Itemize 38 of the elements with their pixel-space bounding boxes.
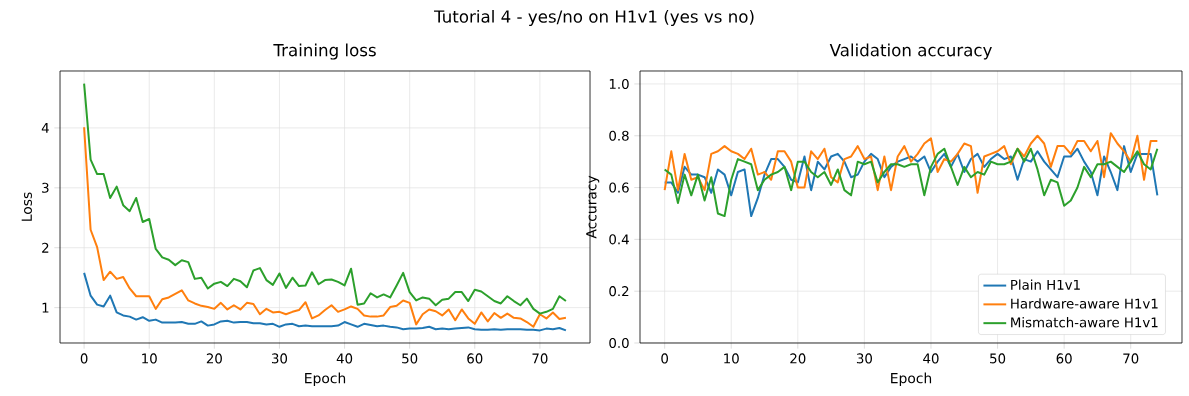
y-axis-title: Accuracy bbox=[586, 175, 600, 239]
x-tick-label: 30 bbox=[271, 353, 288, 364]
legend-label: Plain H1v1 bbox=[1011, 279, 1080, 290]
x-tick-label: 20 bbox=[206, 353, 222, 364]
legend-label: Hardware-aware H1v1 bbox=[1011, 298, 1158, 309]
x-tick-label: 0 bbox=[80, 353, 88, 364]
y-tick-label: 0.4 bbox=[609, 234, 629, 245]
chart-title: Tutorial 4 - yes/no on H1v1 (yes vs no) bbox=[434, 9, 754, 27]
x-axis-title: Epoch bbox=[305, 372, 346, 387]
y-tick-label: 1.0 bbox=[609, 78, 629, 89]
x-tick-label: 30 bbox=[856, 353, 872, 364]
x-tick-label: 70 bbox=[1123, 353, 1139, 364]
x-tick-label: 50 bbox=[402, 353, 418, 364]
x-tick-label: 10 bbox=[724, 353, 739, 364]
x-tick-label: 10 bbox=[142, 353, 157, 364]
y-tick-label: 0.6 bbox=[609, 182, 629, 193]
y-tick-label: 2 bbox=[42, 242, 49, 253]
x-tick-label: 20 bbox=[790, 353, 806, 364]
legend-label: Mismatch-aware H1v1 bbox=[1011, 317, 1158, 328]
line-series bbox=[83, 82, 567, 315]
x-tick-label: 40 bbox=[923, 353, 939, 364]
x-tick-label: 0 bbox=[661, 353, 669, 364]
x-tick-label: 40 bbox=[336, 353, 353, 364]
x-tick-label: 60 bbox=[1056, 353, 1072, 364]
chart-subtitle: Training loss bbox=[273, 43, 376, 60]
y-tick-label: 0.2 bbox=[609, 286, 629, 297]
y-tick-label: 4 bbox=[41, 123, 49, 133]
line-series bbox=[663, 132, 1159, 194]
y-tick-label: 0.8 bbox=[609, 130, 629, 141]
x-axis-title: Epoch bbox=[891, 372, 932, 387]
x-tick-label: 70 bbox=[532, 353, 548, 364]
chart-title: Validation accuracy bbox=[829, 43, 992, 60]
y-tick-label: 3 bbox=[42, 182, 49, 193]
y-axis-title: Loss bbox=[21, 192, 32, 221]
x-tick-label: 60 bbox=[467, 353, 483, 364]
y-tick-label: 1 bbox=[42, 302, 49, 313]
x-tick-label: 50 bbox=[990, 353, 1006, 364]
y-tick-label: 0.0 bbox=[609, 337, 629, 349]
